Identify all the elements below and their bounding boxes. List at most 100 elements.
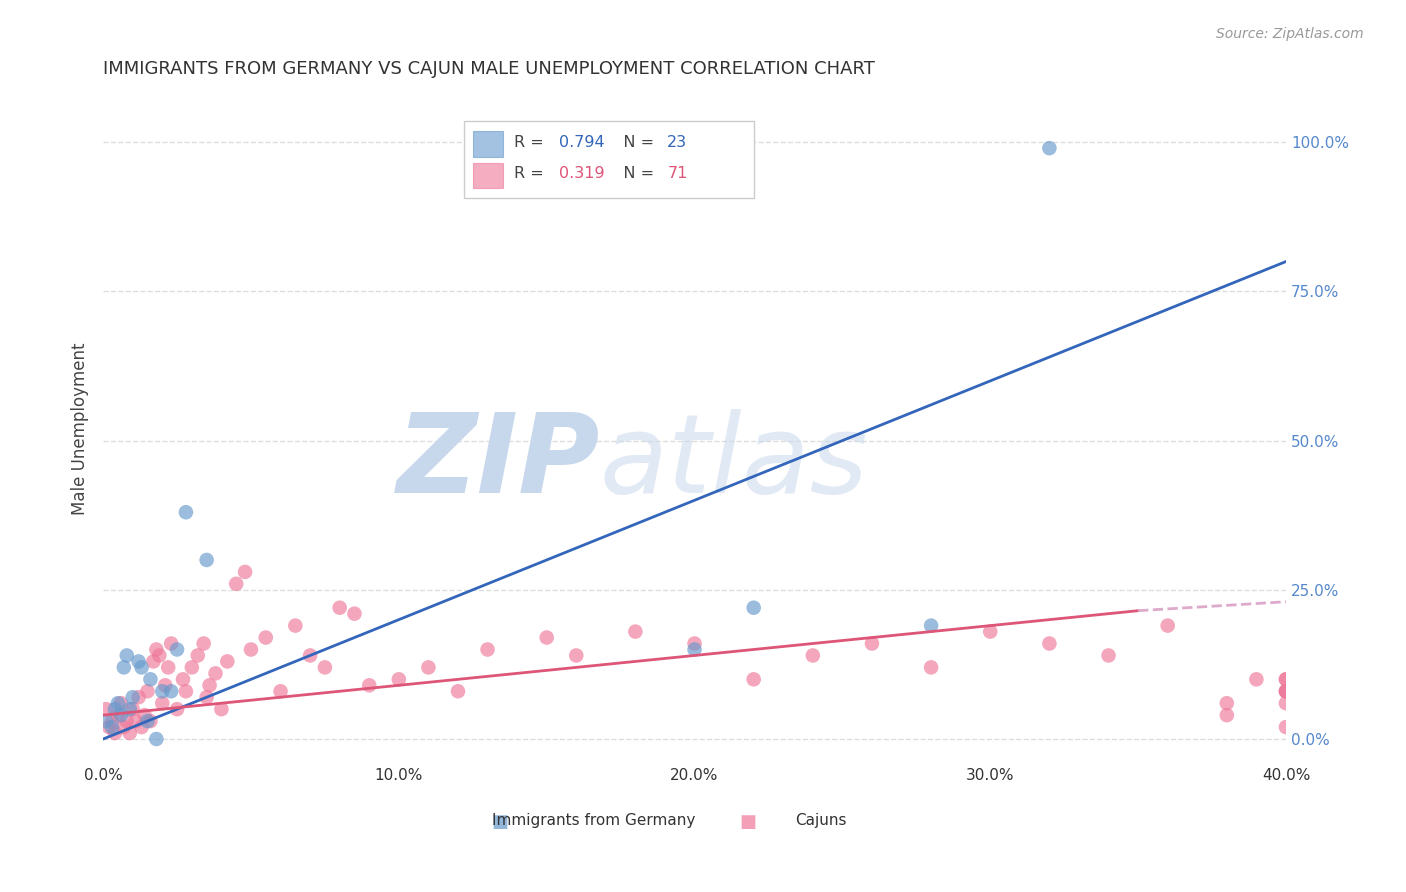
Point: [1275, 720, 1298, 734]
Point: [115, 648, 138, 663]
Point: [742, 600, 765, 615]
Point: [166, 642, 188, 657]
Point: [329, 600, 352, 615]
Point: [118, 702, 141, 716]
Point: [112, 660, 135, 674]
Point: [240, 642, 263, 657]
Text: 23: 23: [668, 135, 688, 150]
Point: [131, 660, 153, 674]
Point: [128, 690, 150, 705]
Text: ZIP: ZIP: [396, 409, 600, 516]
Point: [314, 660, 336, 674]
Point: [145, 731, 167, 746]
Point: [217, 655, 239, 669]
Point: [1156, 618, 1178, 632]
Point: [204, 666, 226, 681]
Text: ■: ■: [491, 813, 508, 831]
Point: [174, 505, 197, 519]
Point: [193, 636, 215, 650]
Point: [1275, 696, 1298, 710]
Point: [920, 618, 942, 632]
FancyBboxPatch shape: [474, 131, 503, 157]
Point: [160, 636, 183, 650]
Text: IMMIGRANTS FROM GERMANY VS CAJUN MALE UNEMPLOYMENT CORRELATION CHART: IMMIGRANTS FROM GERMANY VS CAJUN MALE UN…: [103, 60, 875, 78]
Point: [860, 636, 883, 650]
Point: [1216, 696, 1239, 710]
Point: [195, 690, 218, 705]
Point: [110, 696, 132, 710]
Point: [1275, 684, 1298, 698]
Point: [447, 684, 470, 698]
Point: [979, 624, 1001, 639]
Point: [477, 642, 499, 657]
Point: [536, 631, 558, 645]
Point: [1275, 673, 1298, 687]
Point: [254, 631, 277, 645]
Point: [139, 714, 162, 728]
Point: [299, 648, 322, 663]
Point: [118, 726, 141, 740]
Point: [225, 577, 247, 591]
Text: R =: R =: [513, 166, 548, 181]
Point: [172, 673, 194, 687]
Point: [101, 714, 124, 728]
Point: [98, 720, 121, 734]
Text: 0.319: 0.319: [558, 166, 605, 181]
Text: N =: N =: [609, 135, 659, 150]
Text: Immigrants from Germany: Immigrants from Germany: [492, 813, 696, 828]
Text: Cajuns: Cajuns: [794, 813, 846, 828]
Point: [233, 565, 256, 579]
Point: [174, 684, 197, 698]
Point: [94, 714, 117, 728]
Point: [150, 684, 173, 698]
Point: [136, 714, 159, 728]
Point: [112, 720, 135, 734]
Point: [145, 642, 167, 657]
Point: [166, 702, 188, 716]
Point: [157, 660, 180, 674]
FancyBboxPatch shape: [464, 121, 754, 198]
Point: [101, 720, 124, 734]
Point: [920, 660, 942, 674]
Point: [195, 553, 218, 567]
Point: [1246, 673, 1268, 687]
Point: [131, 720, 153, 734]
Text: N =: N =: [609, 166, 659, 181]
Text: 0.794: 0.794: [558, 135, 605, 150]
Text: Source: ZipAtlas.com: Source: ZipAtlas.com: [1216, 27, 1364, 41]
Point: [121, 702, 143, 716]
Point: [136, 684, 159, 698]
Point: [1275, 684, 1298, 698]
Point: [94, 702, 117, 716]
Text: atlas: atlas: [600, 409, 869, 516]
Point: [160, 684, 183, 698]
Point: [128, 655, 150, 669]
Point: [1275, 684, 1298, 698]
Point: [388, 673, 411, 687]
Point: [359, 678, 381, 692]
Point: [107, 708, 129, 723]
Text: ■: ■: [740, 813, 756, 831]
Point: [270, 684, 292, 698]
Point: [142, 655, 165, 669]
Point: [284, 618, 307, 632]
Point: [209, 702, 232, 716]
Point: [1038, 636, 1060, 650]
Point: [139, 673, 162, 687]
Point: [124, 714, 146, 728]
Point: [801, 648, 824, 663]
Point: [121, 690, 143, 705]
Point: [343, 607, 366, 621]
Point: [104, 702, 127, 716]
Point: [565, 648, 588, 663]
Text: R =: R =: [513, 135, 548, 150]
Point: [104, 726, 127, 740]
Point: [624, 624, 647, 639]
Point: [107, 696, 129, 710]
Point: [683, 642, 706, 657]
Y-axis label: Male Unemployment: Male Unemployment: [72, 343, 89, 515]
Point: [115, 714, 138, 728]
Point: [134, 708, 156, 723]
Point: [1275, 673, 1298, 687]
Point: [742, 673, 765, 687]
